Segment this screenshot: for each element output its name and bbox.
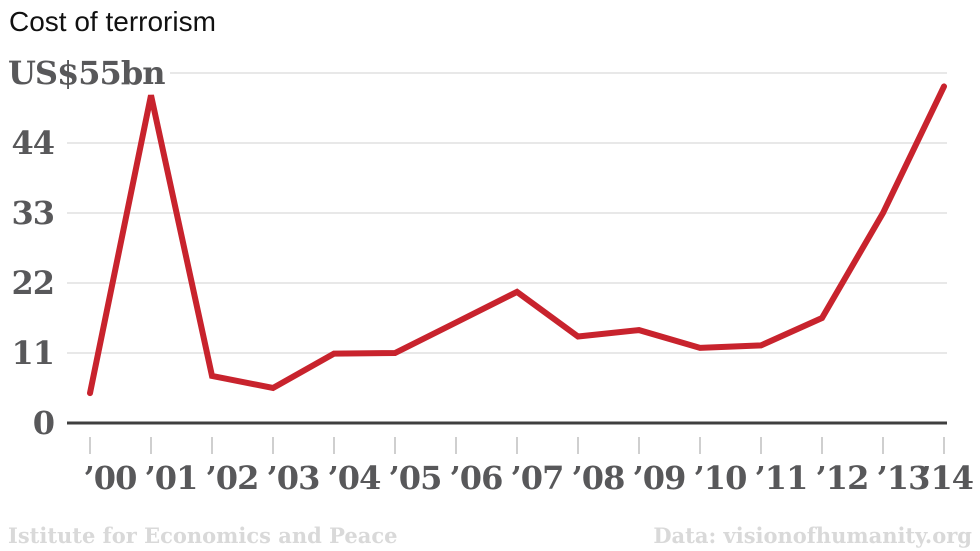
x-tick-label: ’13 (876, 459, 931, 497)
x-tick-label: ’12 (815, 459, 870, 497)
cost-data-line (87, 83, 947, 397)
y-tick-label: 33 (11, 194, 55, 232)
y-tick-label: US$55bn (8, 54, 165, 92)
x-tick-label: ’05 (388, 459, 443, 497)
x-tick-label: ’08 (571, 459, 626, 497)
x-tick-label: ’04 (327, 459, 382, 497)
footer: Istitute for Economics and Peace Data: v… (0, 522, 980, 548)
chart-title: Cost of terrorism (9, 6, 216, 37)
x-tick-label: ’10 (693, 459, 748, 497)
source-credit: Istitute for Economics and Peace (8, 523, 398, 548)
y-tick-label: 44 (11, 124, 55, 162)
y-tick-label: 11 (11, 334, 55, 372)
x-tick-label: ’03 (266, 459, 321, 497)
y-tick-label: 22 (11, 264, 55, 302)
x-tick-label: ’00 (83, 459, 138, 497)
x-tick-label: ’06 (449, 459, 504, 497)
x-tick-label: ’01 (144, 459, 199, 497)
x-tick-label: ’09 (632, 459, 687, 497)
x-tick-label: ’11 (754, 459, 809, 497)
x-tick-label: ’07 (510, 459, 565, 497)
y-tick-label: 0 (32, 404, 55, 442)
x-tick-label: ’02 (205, 459, 260, 497)
data-credit: Data: visionofhumanity.org (653, 523, 972, 548)
x-tick-label: ’14 (920, 459, 974, 497)
